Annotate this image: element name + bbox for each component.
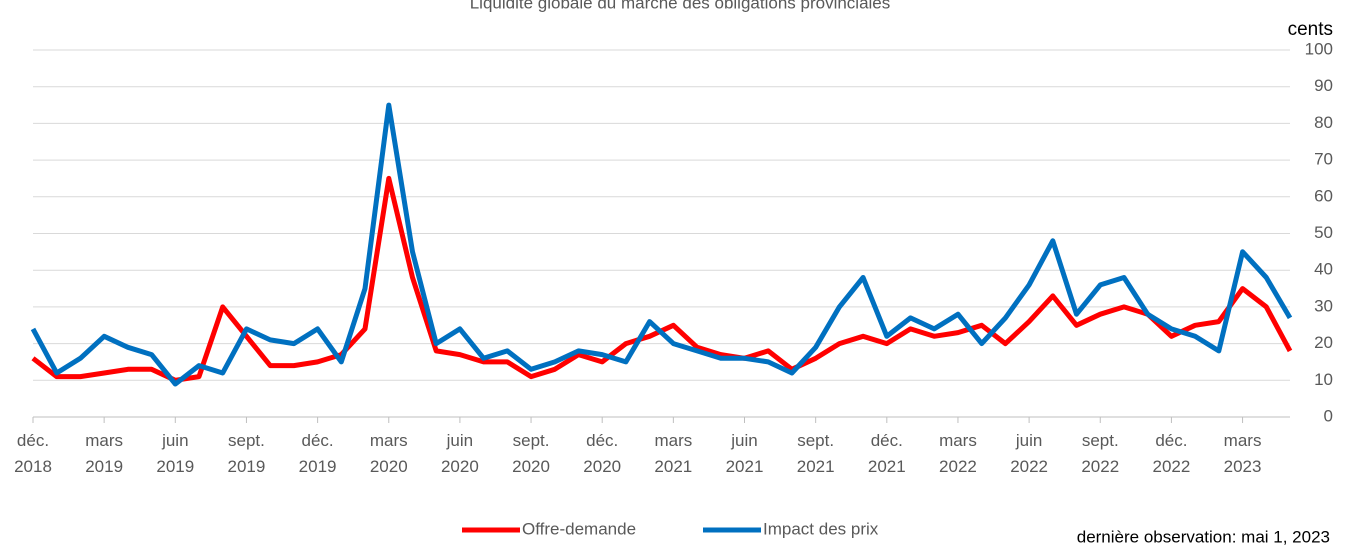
y-axis-label: cents bbox=[1288, 19, 1333, 40]
x-tick-label: sept. 2022 bbox=[1081, 431, 1120, 476]
x-tick-label: déc. 2021 bbox=[867, 431, 906, 476]
legend-label: Offre-demande bbox=[522, 519, 636, 538]
x-tick-label: mars 2021 bbox=[654, 431, 693, 476]
x-tick-label: déc. 2020 bbox=[583, 431, 622, 476]
x-tick-label: sept. 2021 bbox=[796, 431, 835, 476]
x-tick-label: sept. 2019 bbox=[227, 431, 266, 476]
y-tick-label: 70 bbox=[1314, 150, 1333, 169]
x-tick-label: juin 2019 bbox=[156, 431, 195, 476]
note: dernière observation: mai 1, 2023 bbox=[1077, 527, 1330, 545]
legend-label: Impact des prix bbox=[763, 519, 879, 538]
x-tick-label: mars 2020 bbox=[369, 431, 408, 476]
y-tick-label: 0 bbox=[1324, 406, 1333, 425]
x-tick-label: juin 2022 bbox=[1010, 431, 1049, 476]
y-tick-label: 50 bbox=[1314, 223, 1333, 242]
y-tick-label: 100 bbox=[1305, 39, 1333, 58]
x-tick-label: sept. 2020 bbox=[512, 431, 550, 476]
series-line bbox=[30, 102, 1293, 387]
x-tick-label: déc. 2018 bbox=[14, 431, 52, 476]
y-tick-label: 20 bbox=[1314, 333, 1333, 352]
y-tick-label: 80 bbox=[1314, 113, 1333, 132]
x-tick-label: juin 2021 bbox=[725, 431, 764, 476]
y-tick-label: 40 bbox=[1314, 260, 1333, 279]
x-tick-label: mars 2022 bbox=[939, 431, 977, 476]
x-tick-label: mars 2023 bbox=[1223, 431, 1262, 476]
x-tick-label: déc. 2022 bbox=[1152, 431, 1191, 476]
y-tick-label: 30 bbox=[1314, 296, 1333, 315]
chart-title: Liquidité globale du marché des obligati… bbox=[470, 0, 891, 12]
x-tick-label: déc. 2019 bbox=[298, 431, 337, 476]
y-tick-label: 60 bbox=[1314, 186, 1333, 205]
x-tick-label: juin 2020 bbox=[440, 431, 479, 476]
y-tick-label: 10 bbox=[1314, 370, 1333, 389]
x-tick-label: mars 2019 bbox=[85, 431, 124, 476]
series-line bbox=[31, 175, 1293, 383]
y-tick-label: 90 bbox=[1314, 76, 1333, 95]
